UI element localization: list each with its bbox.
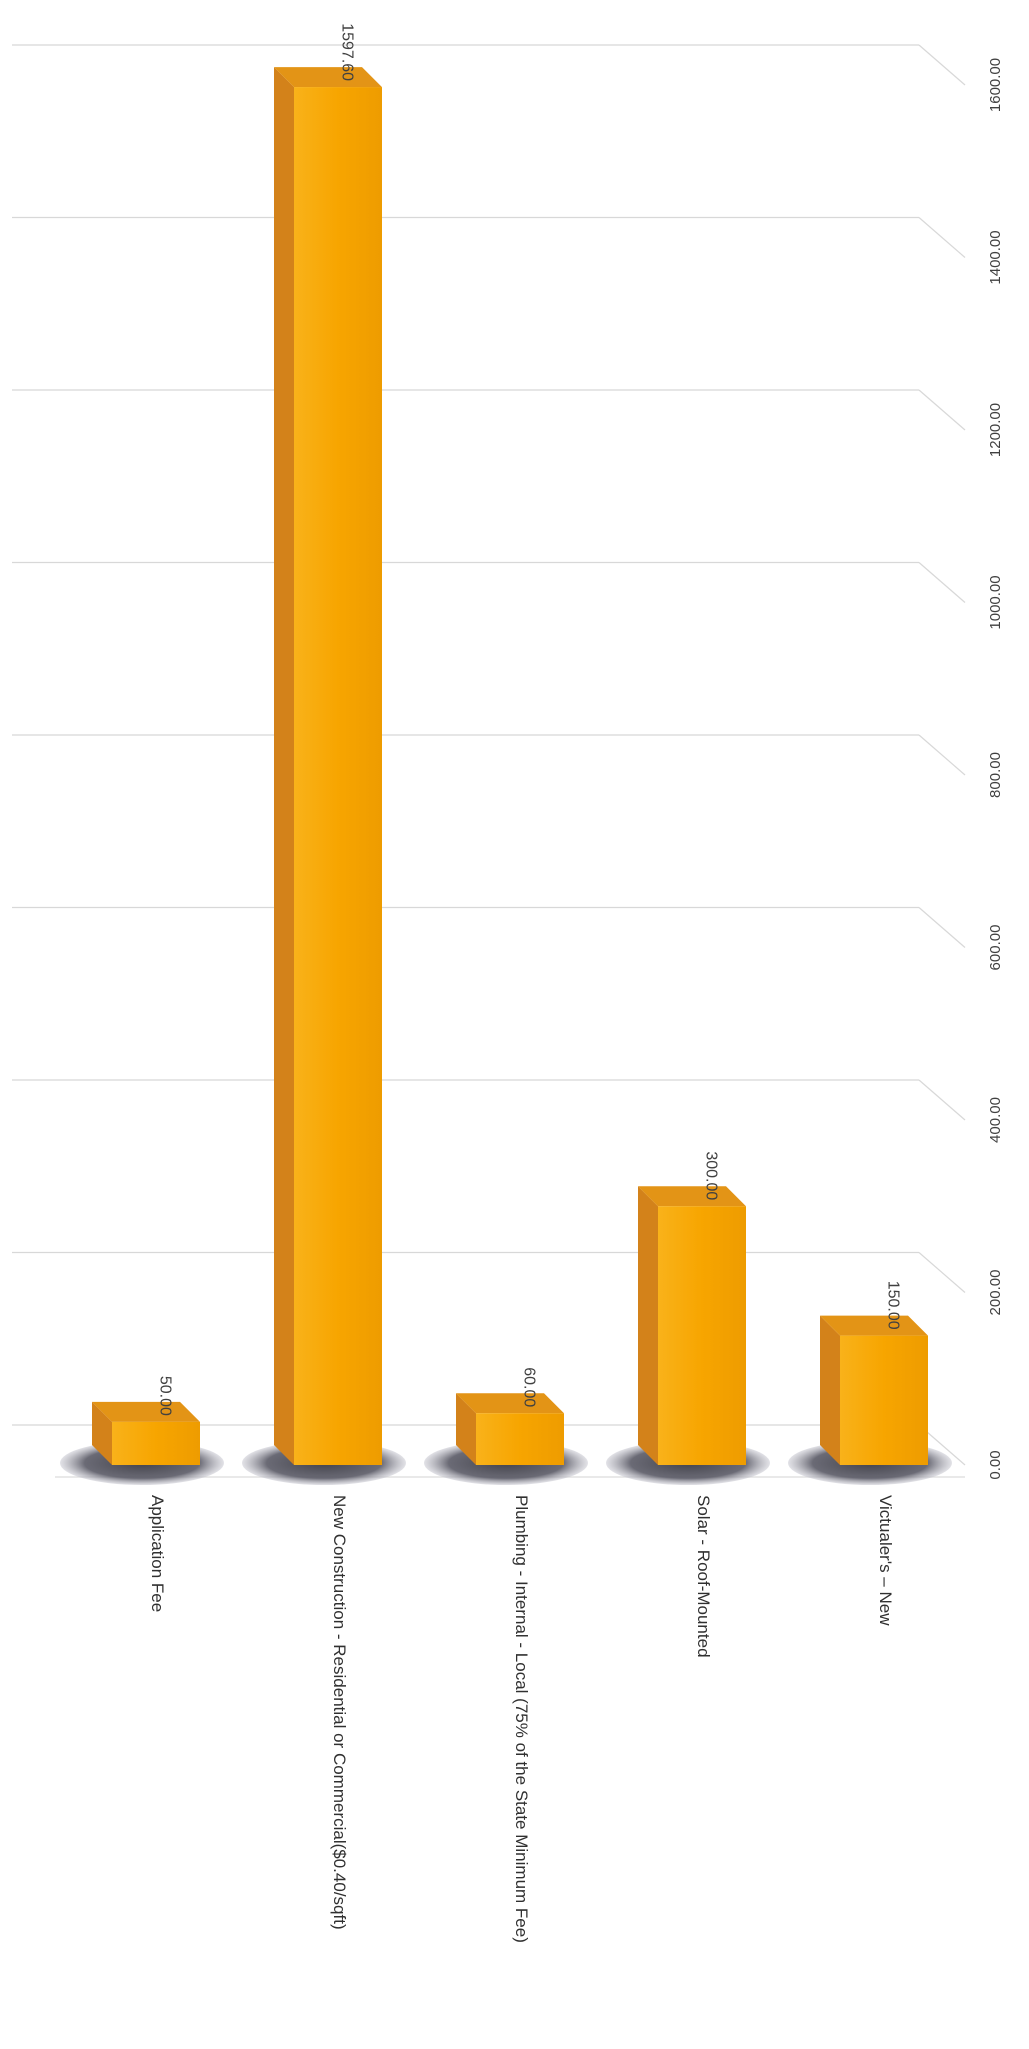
bar-side <box>274 67 294 1466</box>
category-labels: Application Fee New Construction - Reside… <box>148 1495 895 1943</box>
bar-side <box>92 1401 112 1465</box>
bar-side <box>638 1186 658 1465</box>
gridline-depth <box>918 44 966 86</box>
y-tick-label: 1400.00 <box>987 230 1004 284</box>
category-label: New Construction - Residential or Commer… <box>330 1495 349 1930</box>
gridline-depth <box>918 1079 966 1121</box>
y-tick-label: 0.00 <box>987 1450 1004 1479</box>
data-label: 1597.60 <box>338 23 355 81</box>
y-tick-label: 1000.00 <box>987 575 1004 629</box>
data-labels: 50.00 1597.60 60.00 300.00 150.00 <box>156 23 901 1416</box>
category-label: Solar - Roof-Mounted <box>694 1495 713 1658</box>
data-label: 150.00 <box>884 1281 901 1330</box>
category-label: Victualer's – New <box>876 1495 895 1626</box>
gridline-depth <box>918 734 966 776</box>
y-tick-label: 200.00 <box>987 1270 1004 1316</box>
bar <box>112 1421 200 1465</box>
gridlines <box>12 44 966 1478</box>
data-label: 50.00 <box>156 1376 173 1416</box>
y-tick-label: 800.00 <box>987 752 1004 798</box>
category-label: Application Fee <box>148 1495 167 1612</box>
bars <box>92 67 928 1466</box>
bar-side <box>820 1315 840 1465</box>
y-tick-label: 1200.00 <box>987 403 1004 457</box>
gridline-depth <box>918 1252 966 1293</box>
gridline-depth <box>918 217 966 258</box>
bar <box>294 87 382 1466</box>
bar-side <box>456 1393 476 1465</box>
y-tick-label: 400.00 <box>987 1097 1004 1143</box>
gridline-depth <box>918 389 966 431</box>
category-label: Plumbing - Internal - Local (75% of the … <box>512 1495 531 1943</box>
bar-top <box>92 1401 200 1422</box>
gridline-depth <box>918 907 966 948</box>
data-label: 60.00 <box>520 1367 537 1407</box>
gridline-depth <box>918 562 966 603</box>
y-tick-label: 1600.00 <box>987 58 1004 112</box>
data-label: 300.00 <box>702 1151 719 1200</box>
bar <box>476 1413 564 1465</box>
bar <box>658 1206 746 1465</box>
y-axis-tick-labels: 0.00 200.00 400.00 600.00 800.00 1000.00 1200.… <box>987 58 1004 1480</box>
y-tick-label: 600.00 <box>987 925 1004 971</box>
bar <box>840 1335 928 1465</box>
bar-top <box>638 1186 746 1207</box>
bar-top <box>274 67 382 88</box>
bar-top <box>820 1315 928 1336</box>
bar-top <box>456 1393 564 1414</box>
